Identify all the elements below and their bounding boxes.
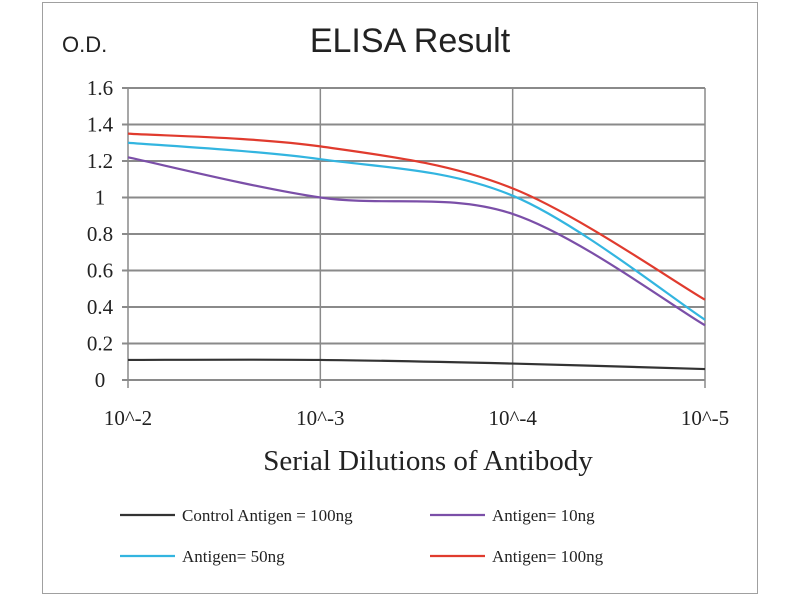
series-line <box>127 156 706 327</box>
x-tick-label: 10^-4 <box>488 406 537 430</box>
series-line <box>127 141 706 321</box>
y-tick-label: 0.2 <box>87 332 113 356</box>
series-line <box>127 132 706 301</box>
chart-frame <box>42 2 758 594</box>
y-tick-label: 1.6 <box>87 76 113 100</box>
legend-label: Antigen= 10ng <box>492 506 595 525</box>
y-tick-label: 1.2 <box>87 149 113 173</box>
legend-label: Antigen= 100ng <box>492 547 604 566</box>
legend-label: Antigen= 50ng <box>182 547 285 566</box>
y-tick-label: 0 <box>95 368 106 392</box>
y-tick-label: 0.8 <box>87 222 113 246</box>
y-axis-label: O.D. <box>62 32 107 57</box>
series-line <box>127 358 706 371</box>
chart-title: ELISA Result <box>310 22 511 60</box>
x-axis-label: Serial Dilutions of Antibody <box>263 445 593 477</box>
y-tick-label: 0.6 <box>87 259 113 283</box>
y-tick-label: 1.4 <box>87 113 114 137</box>
y-tick-label: 1 <box>95 186 106 210</box>
x-tick-label: 10^-2 <box>104 406 152 430</box>
x-tick-label: 10^-3 <box>296 406 344 430</box>
x-tick-label: 10^-5 <box>681 406 729 430</box>
legend-label: Control Antigen = 100ng <box>182 506 353 525</box>
y-tick-label: 0.4 <box>87 295 114 319</box>
